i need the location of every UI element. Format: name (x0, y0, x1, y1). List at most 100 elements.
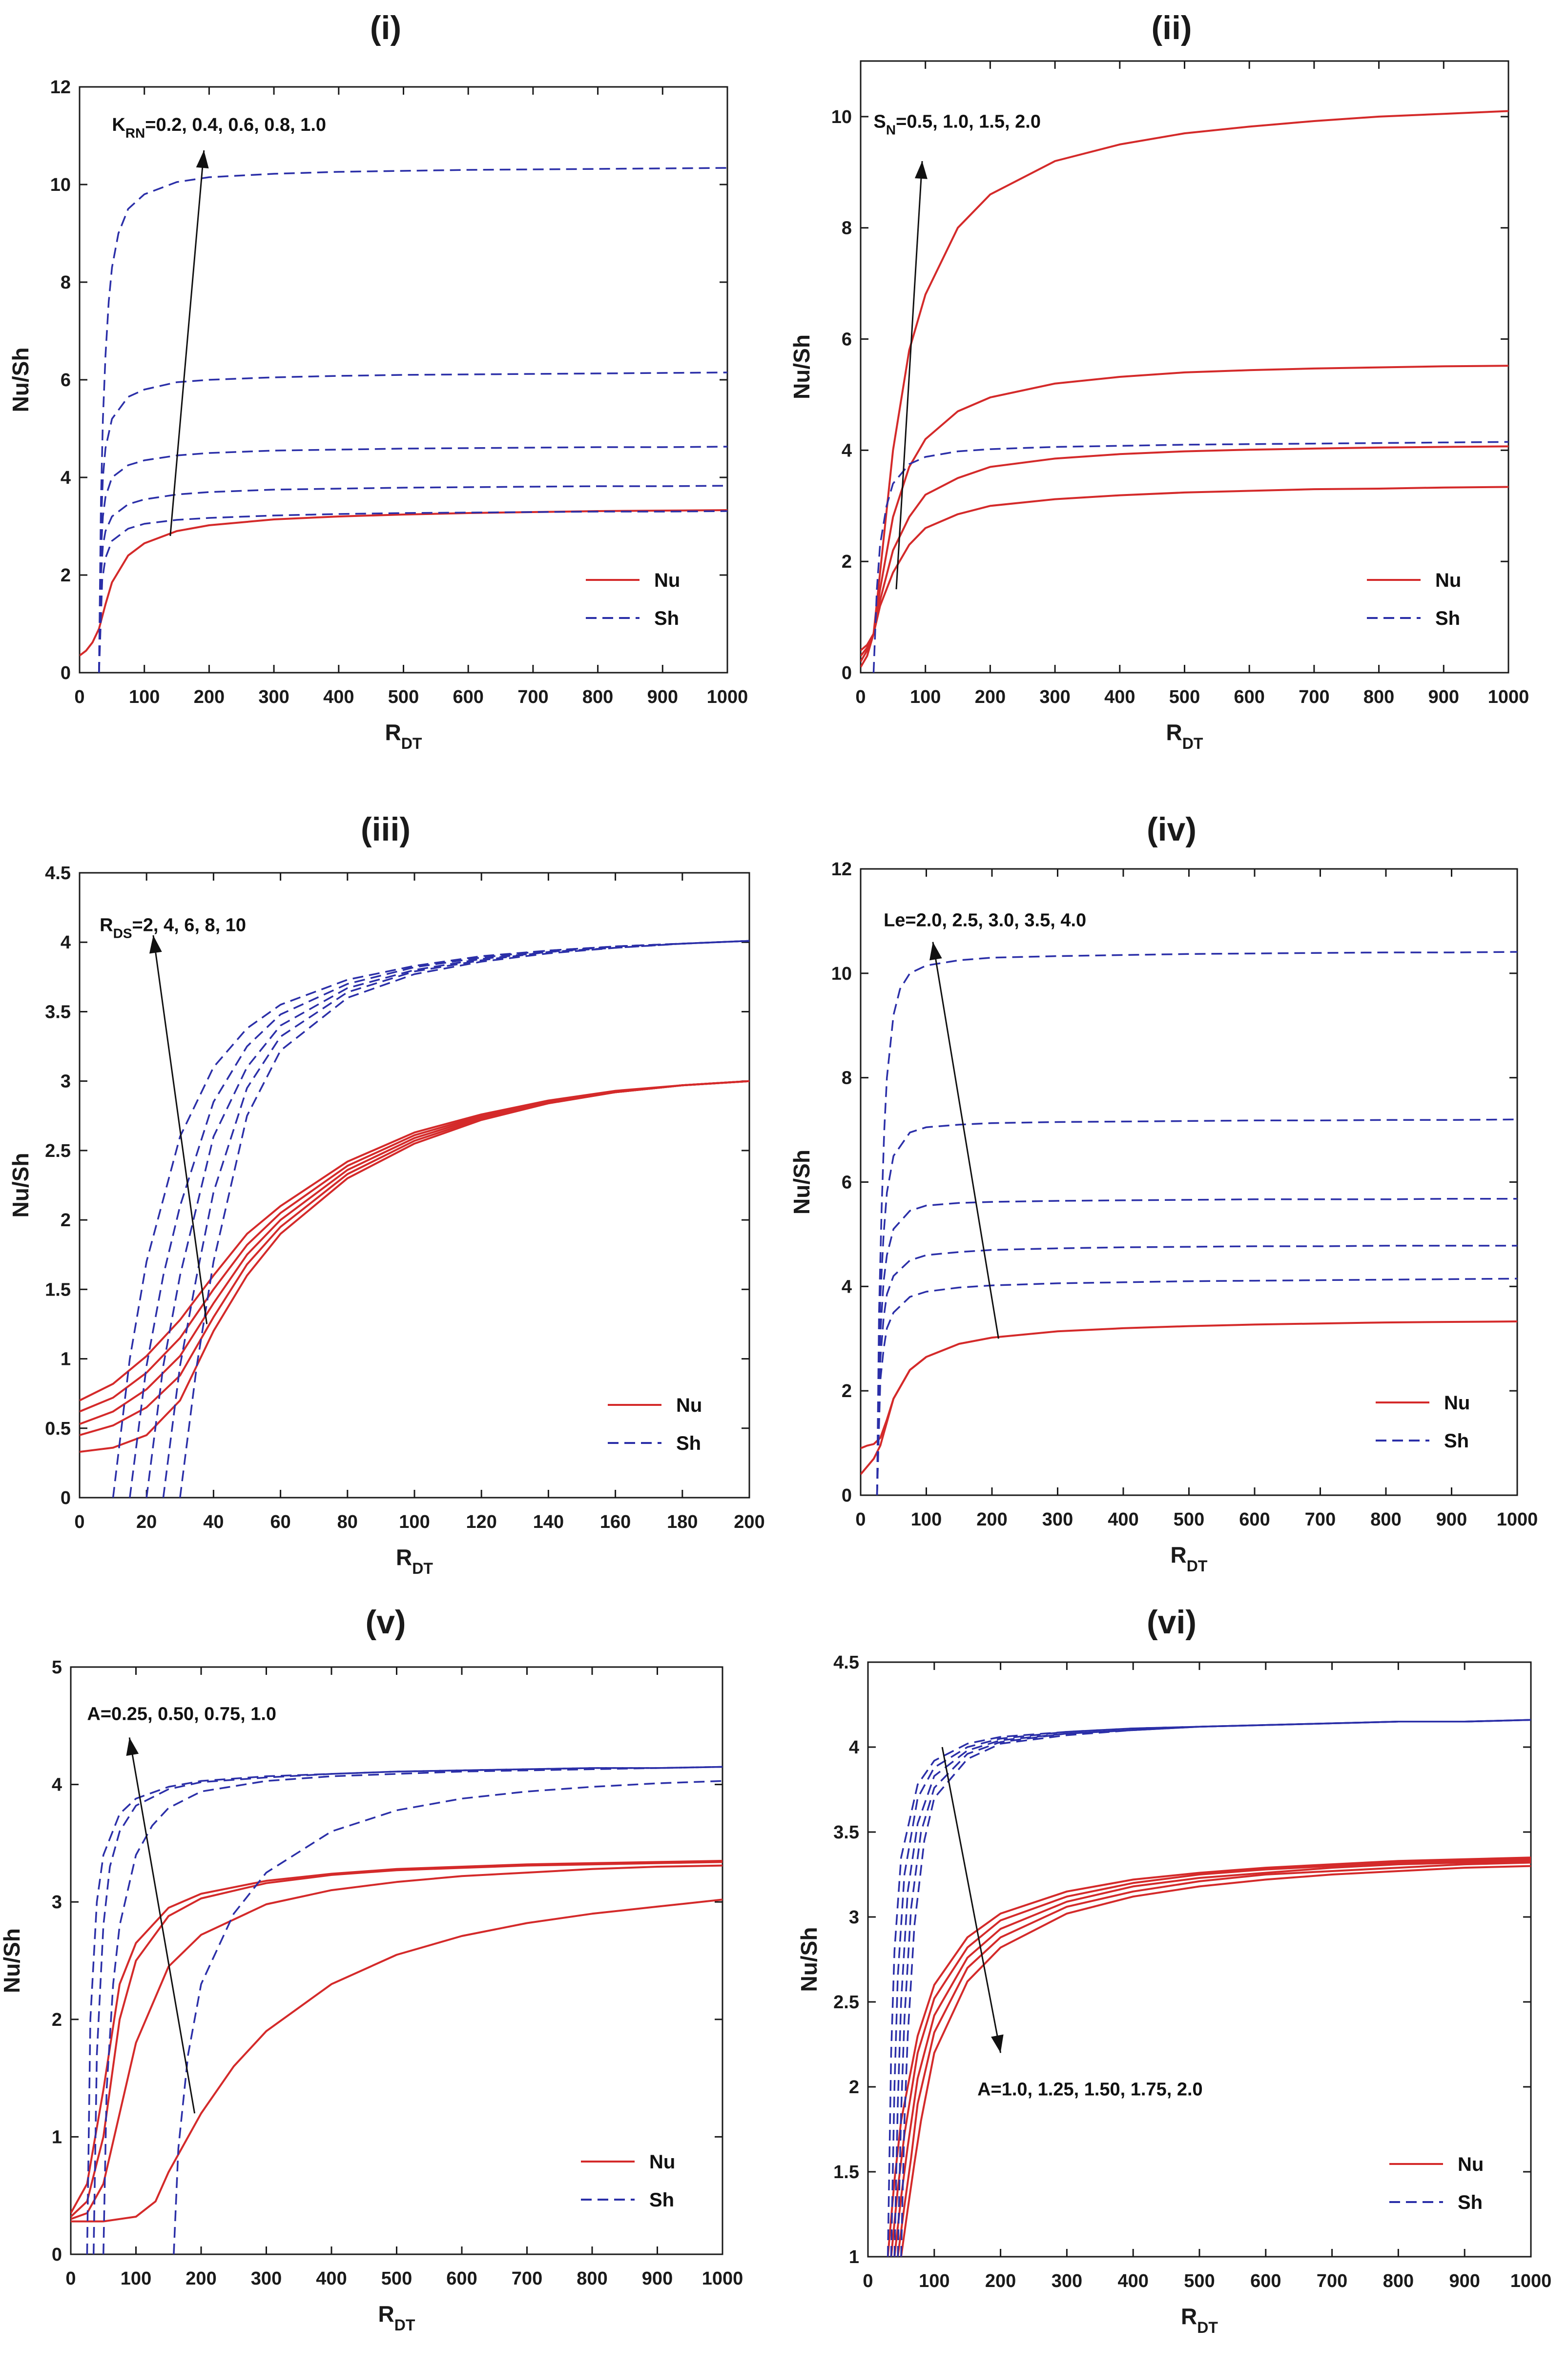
x-tick-label: 1000 (1488, 687, 1529, 707)
x-tick-label: 600 (453, 687, 483, 707)
x-axis-label-main: R (396, 1545, 412, 1570)
sh-line-6 (92, 1766, 722, 2254)
x-tick-label: 300 (1042, 1509, 1073, 1530)
x-tick-label: 800 (1383, 2271, 1414, 2291)
nu-line-2 (861, 1356, 927, 1449)
x-tick-label: 400 (1108, 1509, 1138, 1530)
nu-line-1 (80, 509, 727, 657)
series-group (861, 951, 1517, 1495)
sh-line-4 (876, 1245, 1517, 1495)
legend-label-sh: Sh (654, 608, 679, 629)
y-tick-label: 1 (849, 2247, 859, 2267)
nu-line-4 (861, 110, 1508, 668)
y-tick-label: 2 (61, 565, 71, 586)
x-axis-label-sub: DT (401, 735, 422, 752)
annotation-label: SN=0.5, 1.0, 1.5, 2.0 (874, 112, 1041, 138)
x-tick-label: 800 (1370, 1509, 1401, 1530)
y-tick-label: 0 (842, 1485, 852, 1506)
panel-title: (v) (365, 1604, 406, 1641)
x-axis-label-sub: DT (1182, 735, 1203, 752)
y-tick-label: 1.5 (833, 2162, 859, 2183)
nu-line-4 (897, 1861, 1531, 2257)
series-group (80, 167, 727, 673)
y-tick-label: 10 (50, 175, 71, 195)
y-axis-label: Nu/Sh (789, 334, 814, 399)
x-tick-label: 100 (399, 1512, 430, 1532)
nu-line-1 (861, 486, 1508, 651)
legend-label-sh: Sh (1458, 2192, 1483, 2213)
y-tick-label: 2.5 (45, 1141, 71, 1161)
annotation-arrow-shaft (941, 1747, 1002, 2053)
y-tick-label: 2 (52, 2010, 62, 2030)
x-tick-label: 200 (734, 1512, 764, 1532)
legend-label-nu: Nu (1458, 2154, 1484, 2175)
panel-title: (iii) (361, 811, 411, 848)
y-tick-label: 0 (842, 663, 852, 683)
sh-line-9 (897, 1719, 1531, 2257)
legend: Nu Sh (608, 1395, 702, 1454)
y-axis-label: Nu/Sh (796, 1927, 822, 1992)
x-axis-label-main: R (378, 2301, 394, 2327)
sh-line-7 (876, 951, 1517, 1495)
y-tick-label: 3 (61, 1071, 71, 1092)
annotation-main: A=0.25, 0.50, 0.75, 1.0 (87, 1704, 276, 1724)
panel-title: (i) (370, 9, 401, 46)
x-tick-label: 200 (975, 687, 1006, 707)
sh-line-8 (173, 1780, 722, 2254)
y-tick-label: 2 (842, 552, 852, 572)
y-tick-label: 10 (831, 107, 852, 127)
y-axis-label: Nu/Sh (8, 1153, 33, 1218)
y-tick-label: 2.5 (833, 1992, 859, 2013)
sh-line-5 (86, 1766, 722, 2254)
y-tick-label: 4.5 (833, 1652, 859, 1673)
x-tick-label: 500 (1169, 687, 1200, 707)
legend-label-sh: Sh (1444, 1430, 1469, 1452)
annotation-main: R (100, 915, 113, 935)
annotation-label: A=1.0, 1.25, 1.50, 1.75, 2.0 (977, 2079, 1203, 2100)
x-tick-label: 40 (203, 1512, 224, 1532)
y-tick-label: 4 (849, 1737, 859, 1758)
annotation-arrow-head (126, 1737, 139, 1756)
x-tick-label: 1000 (702, 2268, 743, 2289)
y-tick-label: 0.5 (45, 1419, 71, 1439)
sh-line-6 (876, 1118, 1517, 1495)
nu-line-1 (71, 1860, 722, 2214)
chart-panel-1: (i) 0 100 200 300 400 500 600 700 800 900 1000 0 2 4 6 8… (8, 9, 748, 752)
sh-line-10 (900, 1719, 1531, 2257)
y-tick-label: 1 (61, 1349, 71, 1370)
sh-line-5 (872, 441, 1508, 673)
annotation-arrow-shaft (169, 150, 205, 536)
panel-title: (ii) (1151, 9, 1192, 46)
annotation-rest: =0.5, 1.0, 1.5, 2.0 (896, 112, 1041, 132)
annotation-main: Le=2.0, 2.5, 3.0, 3.5, 4.0 (884, 910, 1086, 931)
series-group (80, 940, 749, 1498)
x-tick-label: 700 (517, 687, 548, 707)
annotation-arrow-head (929, 942, 942, 961)
legend-label-nu: Nu (676, 1395, 702, 1416)
y-axis-label: Nu/Sh (8, 348, 33, 412)
legend-label-nu: Nu (1444, 1392, 1470, 1414)
x-axis-label-sub: DT (412, 1560, 433, 1577)
annotation-label: Le=2.0, 2.5, 3.0, 3.5, 4.0 (884, 910, 1086, 931)
x-tick-label: 60 (270, 1512, 290, 1532)
x-tick-label: 300 (251, 2268, 282, 2289)
y-axis-label: Nu/Sh (0, 1928, 24, 1993)
x-tick-label: 800 (582, 687, 613, 707)
y-tick-label: 12 (50, 77, 71, 98)
annotation-rest: =2, 4, 6, 8, 10 (132, 915, 246, 935)
sh-line-3 (98, 485, 727, 673)
annotation-sub: N (886, 123, 896, 138)
x-tick-label: 20 (136, 1512, 157, 1532)
nu-line-4 (71, 1898, 722, 2223)
annotation-sub: RN (125, 125, 145, 141)
sh-line-6 (98, 167, 727, 673)
series-group (861, 110, 1508, 673)
y-tick-label: 5 (52, 1657, 62, 1678)
annotation-arrow-head (914, 161, 928, 179)
panel-title: (iv) (1147, 811, 1197, 848)
legend: Nu Sh (1367, 570, 1461, 629)
y-tick-label: 2 (842, 1381, 852, 1401)
y-tick-label: 1.5 (45, 1279, 71, 1300)
legend: Nu Sh (1376, 1392, 1470, 1452)
